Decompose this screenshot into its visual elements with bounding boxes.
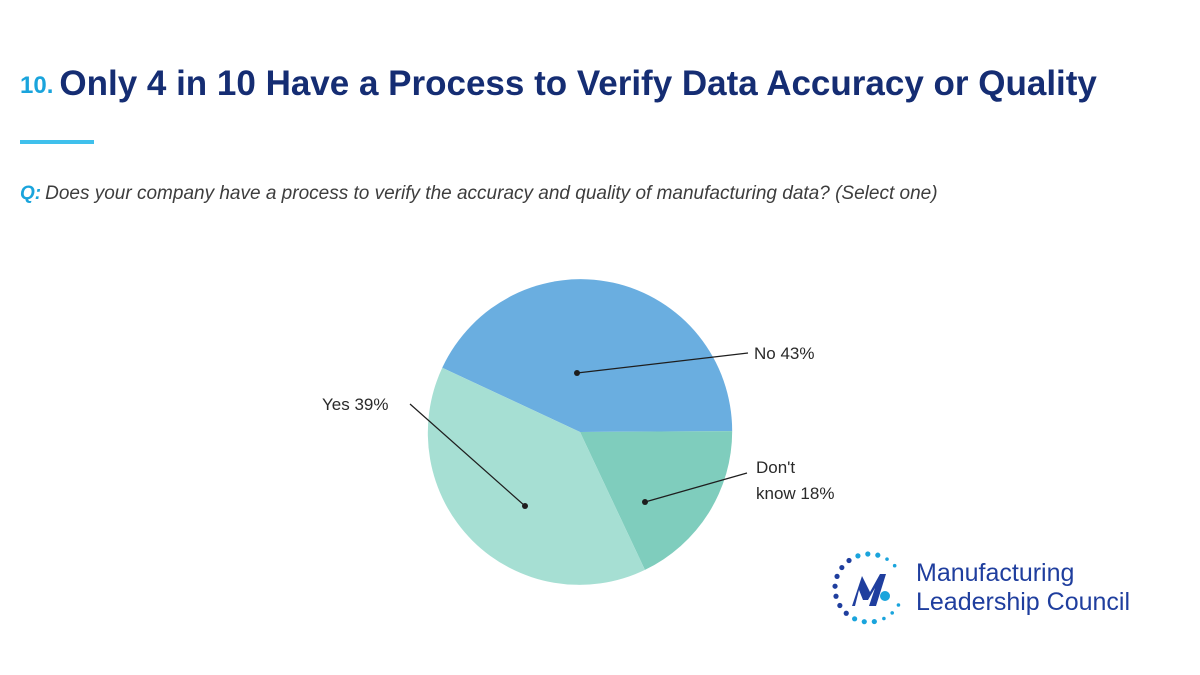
anchor-dot-dont-know (642, 499, 648, 505)
survey-question: Q: Does your company have a process to ve… (20, 183, 938, 205)
label-group-no: No 43% (574, 344, 814, 376)
title-text: Only 4 in 10 Have a Process to Verify Da… (59, 64, 1097, 103)
anchor-dot-yes (522, 503, 528, 509)
leader-line-dont-know (644, 472, 748, 503)
logo-line-1: Manufacturing (916, 559, 1075, 587)
label-group-yes: Yes 39% (322, 395, 528, 509)
slice-label-yes: Yes 39% (322, 395, 388, 414)
leader-line-no (576, 352, 749, 374)
question-text: Does your company have a process to veri… (45, 183, 938, 204)
label-group-dont-know: Don't know 18% (642, 458, 834, 505)
pie-slice-dont-know (580, 431, 733, 570)
slice-label-dont-know-line1: Don't (756, 458, 795, 477)
question-prefix: Q: (20, 183, 42, 204)
logo-line-2: Leadership Council (916, 588, 1131, 616)
leader-line-yes (409, 403, 526, 507)
anchor-dot-no (574, 370, 580, 376)
pie-slice-yes (427, 367, 645, 585)
title-underline (20, 140, 94, 144)
mlc-logo: Manufacturing Leadership Council (828, 548, 1168, 628)
page-title: 10. Only 4 in 10 Have a Process to Verify… (20, 66, 1097, 101)
mlc-logo-mark-icon (832, 551, 901, 625)
pie-slices (427, 279, 733, 585)
slice-label-dont-know-line2: know 18% (756, 484, 834, 503)
mlc-logo-text: Manufacturing Leadership Council (916, 559, 1130, 617)
pie-slice-no (442, 279, 733, 433)
section-number: 10. (20, 72, 54, 99)
slice-label-no: No 43% (754, 344, 814, 363)
